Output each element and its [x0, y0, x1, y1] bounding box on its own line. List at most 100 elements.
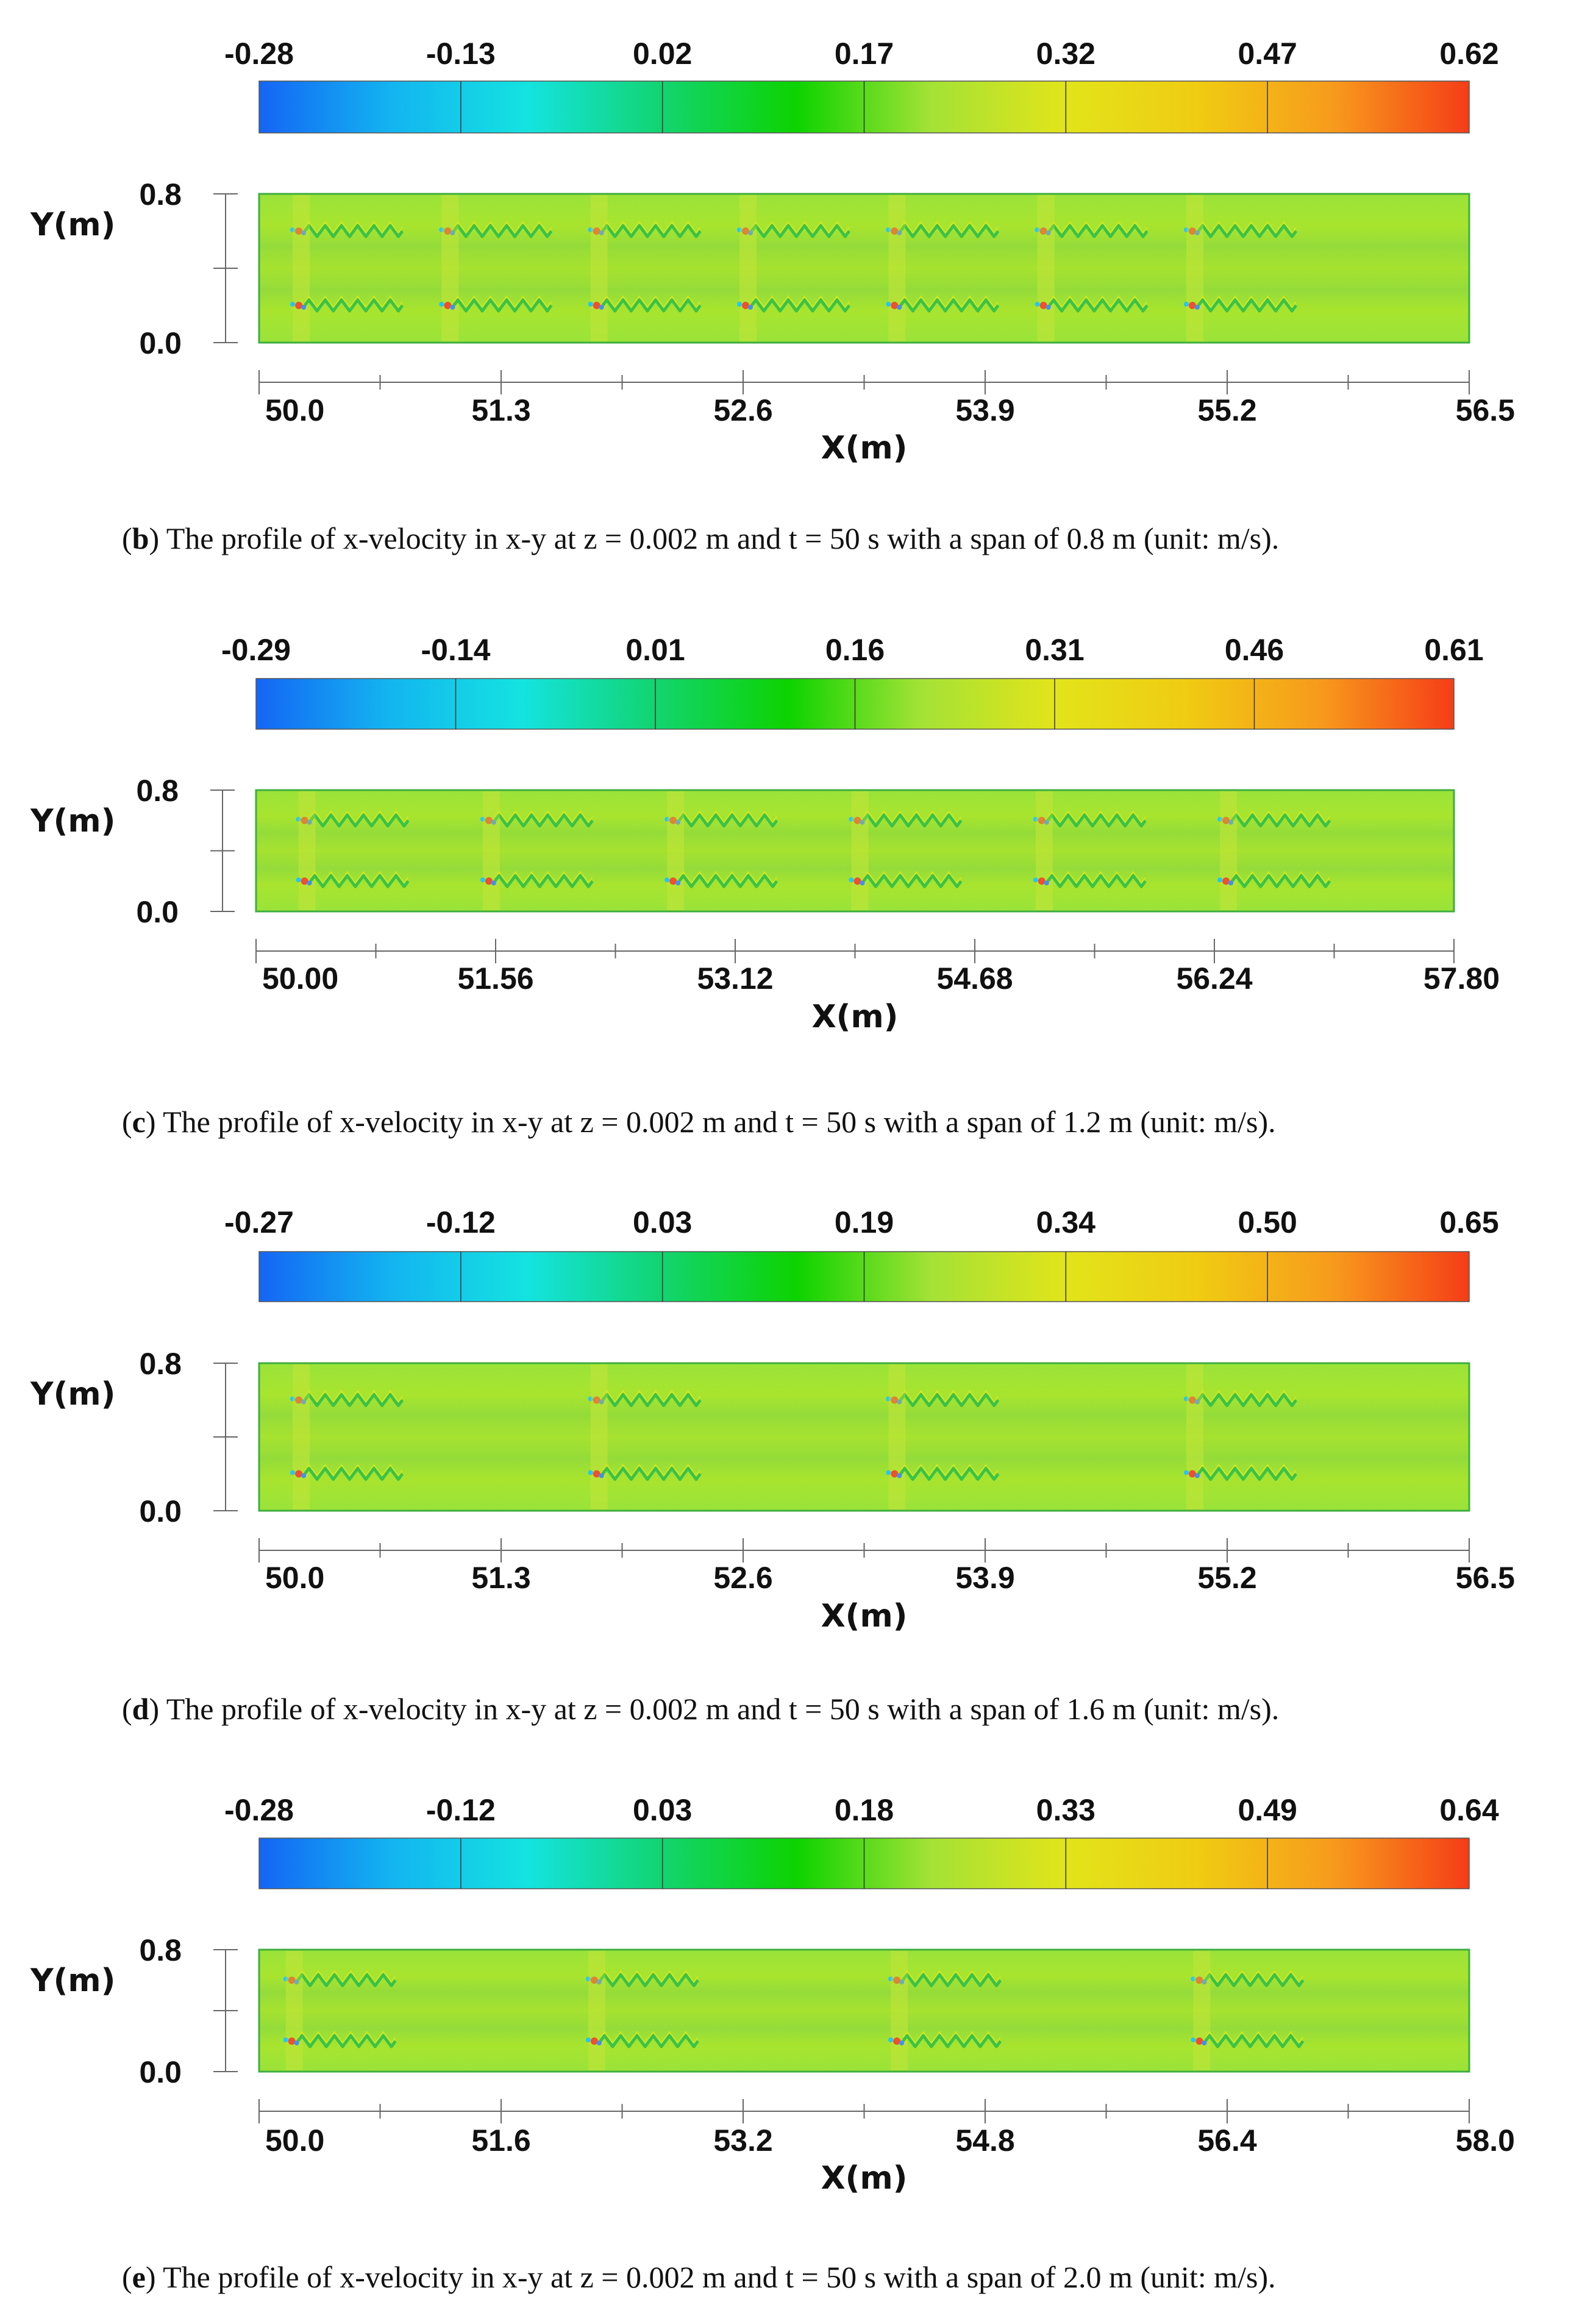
wake-mark	[1191, 1951, 1305, 2070]
y-axis-title: Y(m)	[30, 803, 115, 839]
velocity-field	[258, 1362, 1470, 1512]
x-tick-label: 53.9	[955, 1561, 1014, 1595]
colorbar-tick-label: -0.28	[224, 1793, 294, 1827]
colorbar-tick-label: 0.03	[633, 1205, 692, 1239]
x-tick-label: 52.6	[713, 393, 772, 427]
figure-caption: (d) The profile of x-velocity in x-y at …	[122, 1692, 1279, 1726]
caption-text: The profile of x-velocity in x-y at z = …	[163, 1105, 1276, 1139]
colorbar-tick-label: 0.62	[1439, 37, 1498, 71]
x-tick-label: 57.80	[1423, 961, 1500, 996]
wake-mark	[480, 791, 594, 910]
wake-mark	[664, 791, 778, 910]
panel-c: -0.29 -0.14 0.01 0.16 0.31 0.46 0.61 0.8 0.0 Y(m)…	[30, 633, 1500, 1139]
x-tick-label: 50.0	[265, 393, 324, 427]
colorbar-tick-label: -0.13	[426, 37, 496, 71]
y-tick-label: 0.8	[136, 774, 179, 808]
colorbar-tick-label: 0.03	[633, 1793, 692, 1827]
x-tick-label: 53.9	[955, 393, 1014, 427]
wake-mark	[290, 195, 404, 341]
colorbar-tick-label: -0.12	[426, 1793, 496, 1827]
wake-mark	[1183, 1364, 1297, 1510]
x-tick-label: 51.56	[457, 961, 533, 996]
wake-mark	[1035, 195, 1149, 341]
colorbar-tick-label: -0.12	[426, 1205, 496, 1239]
wake-mark	[588, 195, 702, 341]
x-tick-label: 55.2	[1197, 1561, 1256, 1595]
y-tick-label: 0.0	[139, 326, 182, 360]
wake-mark	[290, 195, 404, 341]
x-tick-label: 58.0	[1456, 2123, 1515, 2158]
x-axis-title: X(m)	[821, 430, 908, 466]
wake-mark	[737, 195, 851, 341]
caption-text: The profile of x-velocity in x-y at z = …	[163, 2260, 1276, 2294]
colorbar-tick-label: 0.64	[1439, 1793, 1499, 1827]
colorbar-tick-label: 0.61	[1424, 633, 1483, 667]
colorbar-tick-label: 0.34	[1036, 1205, 1096, 1239]
x-tick-label: 54.68	[936, 961, 1013, 996]
velocity-field	[258, 1948, 1470, 2073]
x-tick-label: 56.4	[1197, 2123, 1257, 2158]
wake-mark	[439, 195, 553, 341]
wake-mark	[664, 791, 778, 910]
y-axis-title: Y(m)	[30, 1376, 115, 1413]
wake-mark	[1183, 195, 1297, 341]
figure-caption: (c) The profile of x-velocity in x-y at …	[122, 1105, 1276, 1139]
colorbar-tick-label: 0.32	[1036, 37, 1095, 71]
colorbar-tick-label: 0.33	[1036, 1793, 1095, 1827]
panel-e: -0.28 -0.12 0.03 0.18 0.33 0.49 0.64 0.8 0.0 Y(m)…	[30, 1793, 1515, 2294]
x-tick-label: 51.3	[471, 1561, 530, 1595]
y-tick-label: 0.8	[139, 1933, 182, 1967]
x-tick-label: 56.5	[1456, 1561, 1515, 1595]
wake-mark	[888, 1951, 1002, 2070]
wake-mark	[585, 1951, 699, 2070]
colorbar-tick-label: 0.18	[835, 1793, 894, 1827]
colorbar-tick-label: -0.27	[224, 1205, 294, 1239]
wake-mark	[290, 1364, 404, 1510]
colorbar-tick-label: 0.17	[835, 37, 894, 71]
wake-mark	[480, 791, 594, 910]
y-axis-title: Y(m)	[30, 207, 115, 243]
velocity-field	[255, 789, 1455, 913]
y-tick-label: 0.0	[139, 1494, 182, 1528]
wake-mark	[588, 195, 702, 341]
panel-b: -0.28 -0.13 0.02 0.17 0.32 0.47 0.62 0.8 0.0 Y(m)…	[30, 37, 1515, 555]
y-tick-label: 0.0	[139, 2055, 182, 2089]
x-tick-label: 52.6	[713, 1561, 772, 1595]
colorbar-tick-label: 0.16	[825, 633, 885, 667]
wake-mark	[283, 1951, 397, 2070]
wake-mark	[1191, 1951, 1305, 2070]
colorbar-tick-label: 0.02	[633, 37, 692, 71]
wake-mark	[886, 195, 1000, 341]
wake-mark	[1217, 791, 1331, 910]
wake-mark	[283, 1951, 397, 2070]
wake-mark	[1035, 195, 1149, 341]
colorbar-tick-label: -0.28	[224, 37, 294, 71]
colorbar-tick-label: 0.65	[1439, 1205, 1498, 1239]
x-tick-label: 56.5	[1456, 393, 1515, 427]
y-tick-label: 0.8	[139, 177, 182, 212]
caption-panel-label: e	[132, 2260, 146, 2294]
caption-panel-label: d	[132, 1692, 149, 1726]
colorbar-tick-label: 0.47	[1238, 37, 1297, 71]
wake-mark	[296, 791, 410, 910]
x-tick-label: 53.2	[713, 2123, 772, 2158]
x-tick-label: 55.2	[1197, 393, 1256, 427]
x-tick-label: 50.0	[265, 1561, 324, 1595]
wake-mark	[1217, 791, 1331, 910]
wake-mark	[296, 791, 410, 910]
wake-mark	[1183, 1364, 1297, 1510]
x-tick-label: 51.6	[471, 2123, 530, 2158]
wake-mark	[737, 195, 851, 341]
wake-mark	[886, 1364, 1000, 1510]
colorbar-tick-label: -0.29	[221, 633, 291, 667]
y-tick-label: 0.0	[136, 895, 179, 929]
wake-mark	[588, 1364, 702, 1510]
x-tick-label: 50.0	[265, 2123, 324, 2158]
wake-mark	[439, 195, 553, 341]
wake-mark	[588, 1364, 702, 1510]
colorbar-tick-label: -0.14	[421, 633, 491, 667]
wake-mark	[1183, 195, 1297, 341]
wake-mark	[1033, 791, 1147, 910]
colorbar-tick-label: 0.01	[625, 633, 685, 667]
